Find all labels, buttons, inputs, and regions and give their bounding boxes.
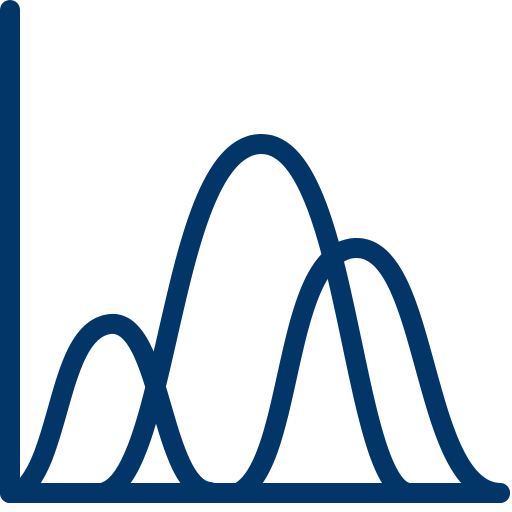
small-bell-curve [12, 314, 220, 502]
icon-strokes [0, 0, 510, 503]
right-bell-curve [230, 238, 510, 503]
large-bell-curve [95, 133, 420, 503]
